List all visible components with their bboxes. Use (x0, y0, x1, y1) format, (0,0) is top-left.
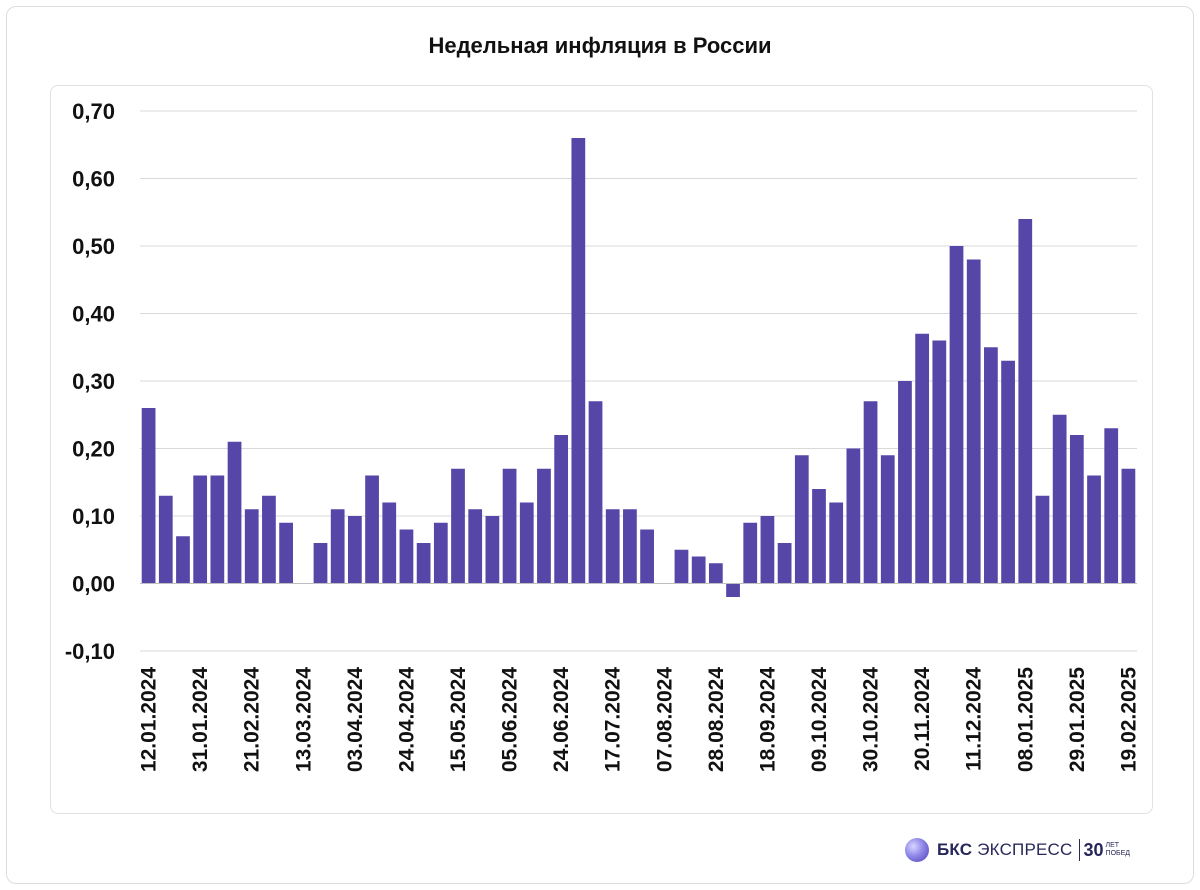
bar (279, 522, 293, 584)
bar (794, 455, 809, 584)
bar (829, 502, 844, 584)
bar (1035, 495, 1050, 584)
bar (210, 475, 225, 584)
x-tick-label: 05.06.2024 (499, 667, 522, 772)
bar (691, 556, 706, 584)
bar (949, 246, 964, 584)
bar (176, 536, 190, 584)
x-tick-label: 15.05.2024 (447, 667, 470, 772)
bar (382, 502, 397, 584)
bar (1087, 475, 1101, 584)
brand-name-bold: БКС (937, 840, 973, 859)
bar (537, 468, 551, 584)
x-tick-label: 09.10.2024 (808, 667, 831, 772)
x-tick-label: 13.03.2024 (292, 667, 315, 772)
bar (554, 435, 569, 584)
bar (743, 522, 758, 584)
brand-separator (1078, 839, 1080, 861)
x-tick-label: 17.07.2024 (602, 667, 625, 772)
brand-anniversary-line1: ЛЕТ (1105, 842, 1120, 849)
brand-name-rest: ЭКСПРЕСС (977, 840, 1073, 859)
bar (640, 529, 654, 584)
bar (708, 563, 723, 584)
bar (726, 583, 740, 597)
x-tick-label: 20.11.2024 (911, 667, 934, 771)
bar (468, 509, 483, 584)
y-tick-label: 0,70 (72, 99, 115, 124)
bar (674, 549, 689, 584)
plot-frame (50, 85, 1153, 814)
bar (433, 522, 448, 584)
bar (158, 495, 173, 584)
bar (1018, 219, 1033, 584)
bcs-sphere-icon (905, 838, 929, 862)
bar (880, 455, 895, 584)
chart-title: Недельная инфляция в России (428, 33, 772, 58)
bar (777, 543, 792, 584)
bar (898, 381, 912, 584)
bar (227, 441, 242, 584)
bar (846, 448, 861, 584)
y-tick-label: 0,60 (72, 167, 115, 192)
bar (863, 401, 878, 584)
bar (588, 401, 603, 584)
bar (915, 333, 930, 584)
bar (347, 516, 362, 584)
y-tick-label: 0,50 (72, 234, 115, 259)
x-tick-label: 30.10.2024 (860, 667, 883, 772)
brand-anniversary-number: 30 (1083, 839, 1104, 860)
bar (141, 408, 156, 584)
x-tick-label: 29.01.2025 (1066, 667, 1089, 772)
brand-footer: БКС ЭКСПРЕСС 30 ЛЕТ ПОБЕД (905, 836, 1130, 864)
x-tick-label: 19.02.2025 (1117, 667, 1140, 772)
bar (244, 509, 259, 584)
bar (932, 340, 947, 584)
x-tick-label: 08.01.2025 (1014, 667, 1037, 772)
bar (1121, 468, 1136, 584)
y-tick-label: 0,20 (72, 437, 115, 462)
x-tick-label: 24.06.2024 (550, 667, 573, 772)
bar (1069, 435, 1084, 584)
bar (330, 509, 345, 584)
bar (193, 475, 208, 584)
x-tick-label: 11.12.2024 (963, 667, 986, 771)
bar (1052, 414, 1067, 584)
bar (760, 516, 775, 584)
y-tick-label: -0,10 (65, 639, 115, 664)
bar (966, 259, 981, 584)
bar (571, 138, 586, 584)
bar (399, 529, 414, 584)
y-tick-label: 0,00 (72, 572, 115, 597)
bar (262, 495, 276, 584)
brand-anniversary-text: ЛЕТ ПОБЕД (1106, 842, 1130, 858)
bar (519, 502, 534, 584)
bar (984, 347, 998, 584)
y-tick-label: 0,30 (72, 369, 115, 394)
bar (502, 468, 517, 584)
x-tick-label: 07.08.2024 (653, 667, 676, 772)
bar (485, 516, 500, 584)
bar (812, 489, 826, 584)
x-tick-label: 24.04.2024 (395, 667, 418, 772)
x-tick-label: 12.01.2024 (138, 667, 161, 772)
bar (623, 509, 637, 584)
bar (1104, 428, 1119, 584)
x-tick-label: 18.09.2024 (756, 667, 779, 772)
brand-anniversary-line2: ПОБЕД (1105, 850, 1131, 857)
x-tick-label: 21.02.2024 (241, 667, 264, 772)
bar (313, 543, 328, 584)
x-tick-label: 31.01.2024 (189, 667, 212, 772)
x-tick-label: 28.08.2024 (705, 667, 728, 772)
x-tick-label: 03.04.2024 (344, 667, 367, 772)
y-tick-label: 0,10 (72, 504, 115, 529)
bar (605, 509, 620, 584)
y-tick-label: 0,40 (72, 302, 115, 327)
bar (416, 543, 431, 584)
bar (365, 475, 379, 584)
bar (451, 468, 465, 584)
bar (1001, 360, 1015, 584)
